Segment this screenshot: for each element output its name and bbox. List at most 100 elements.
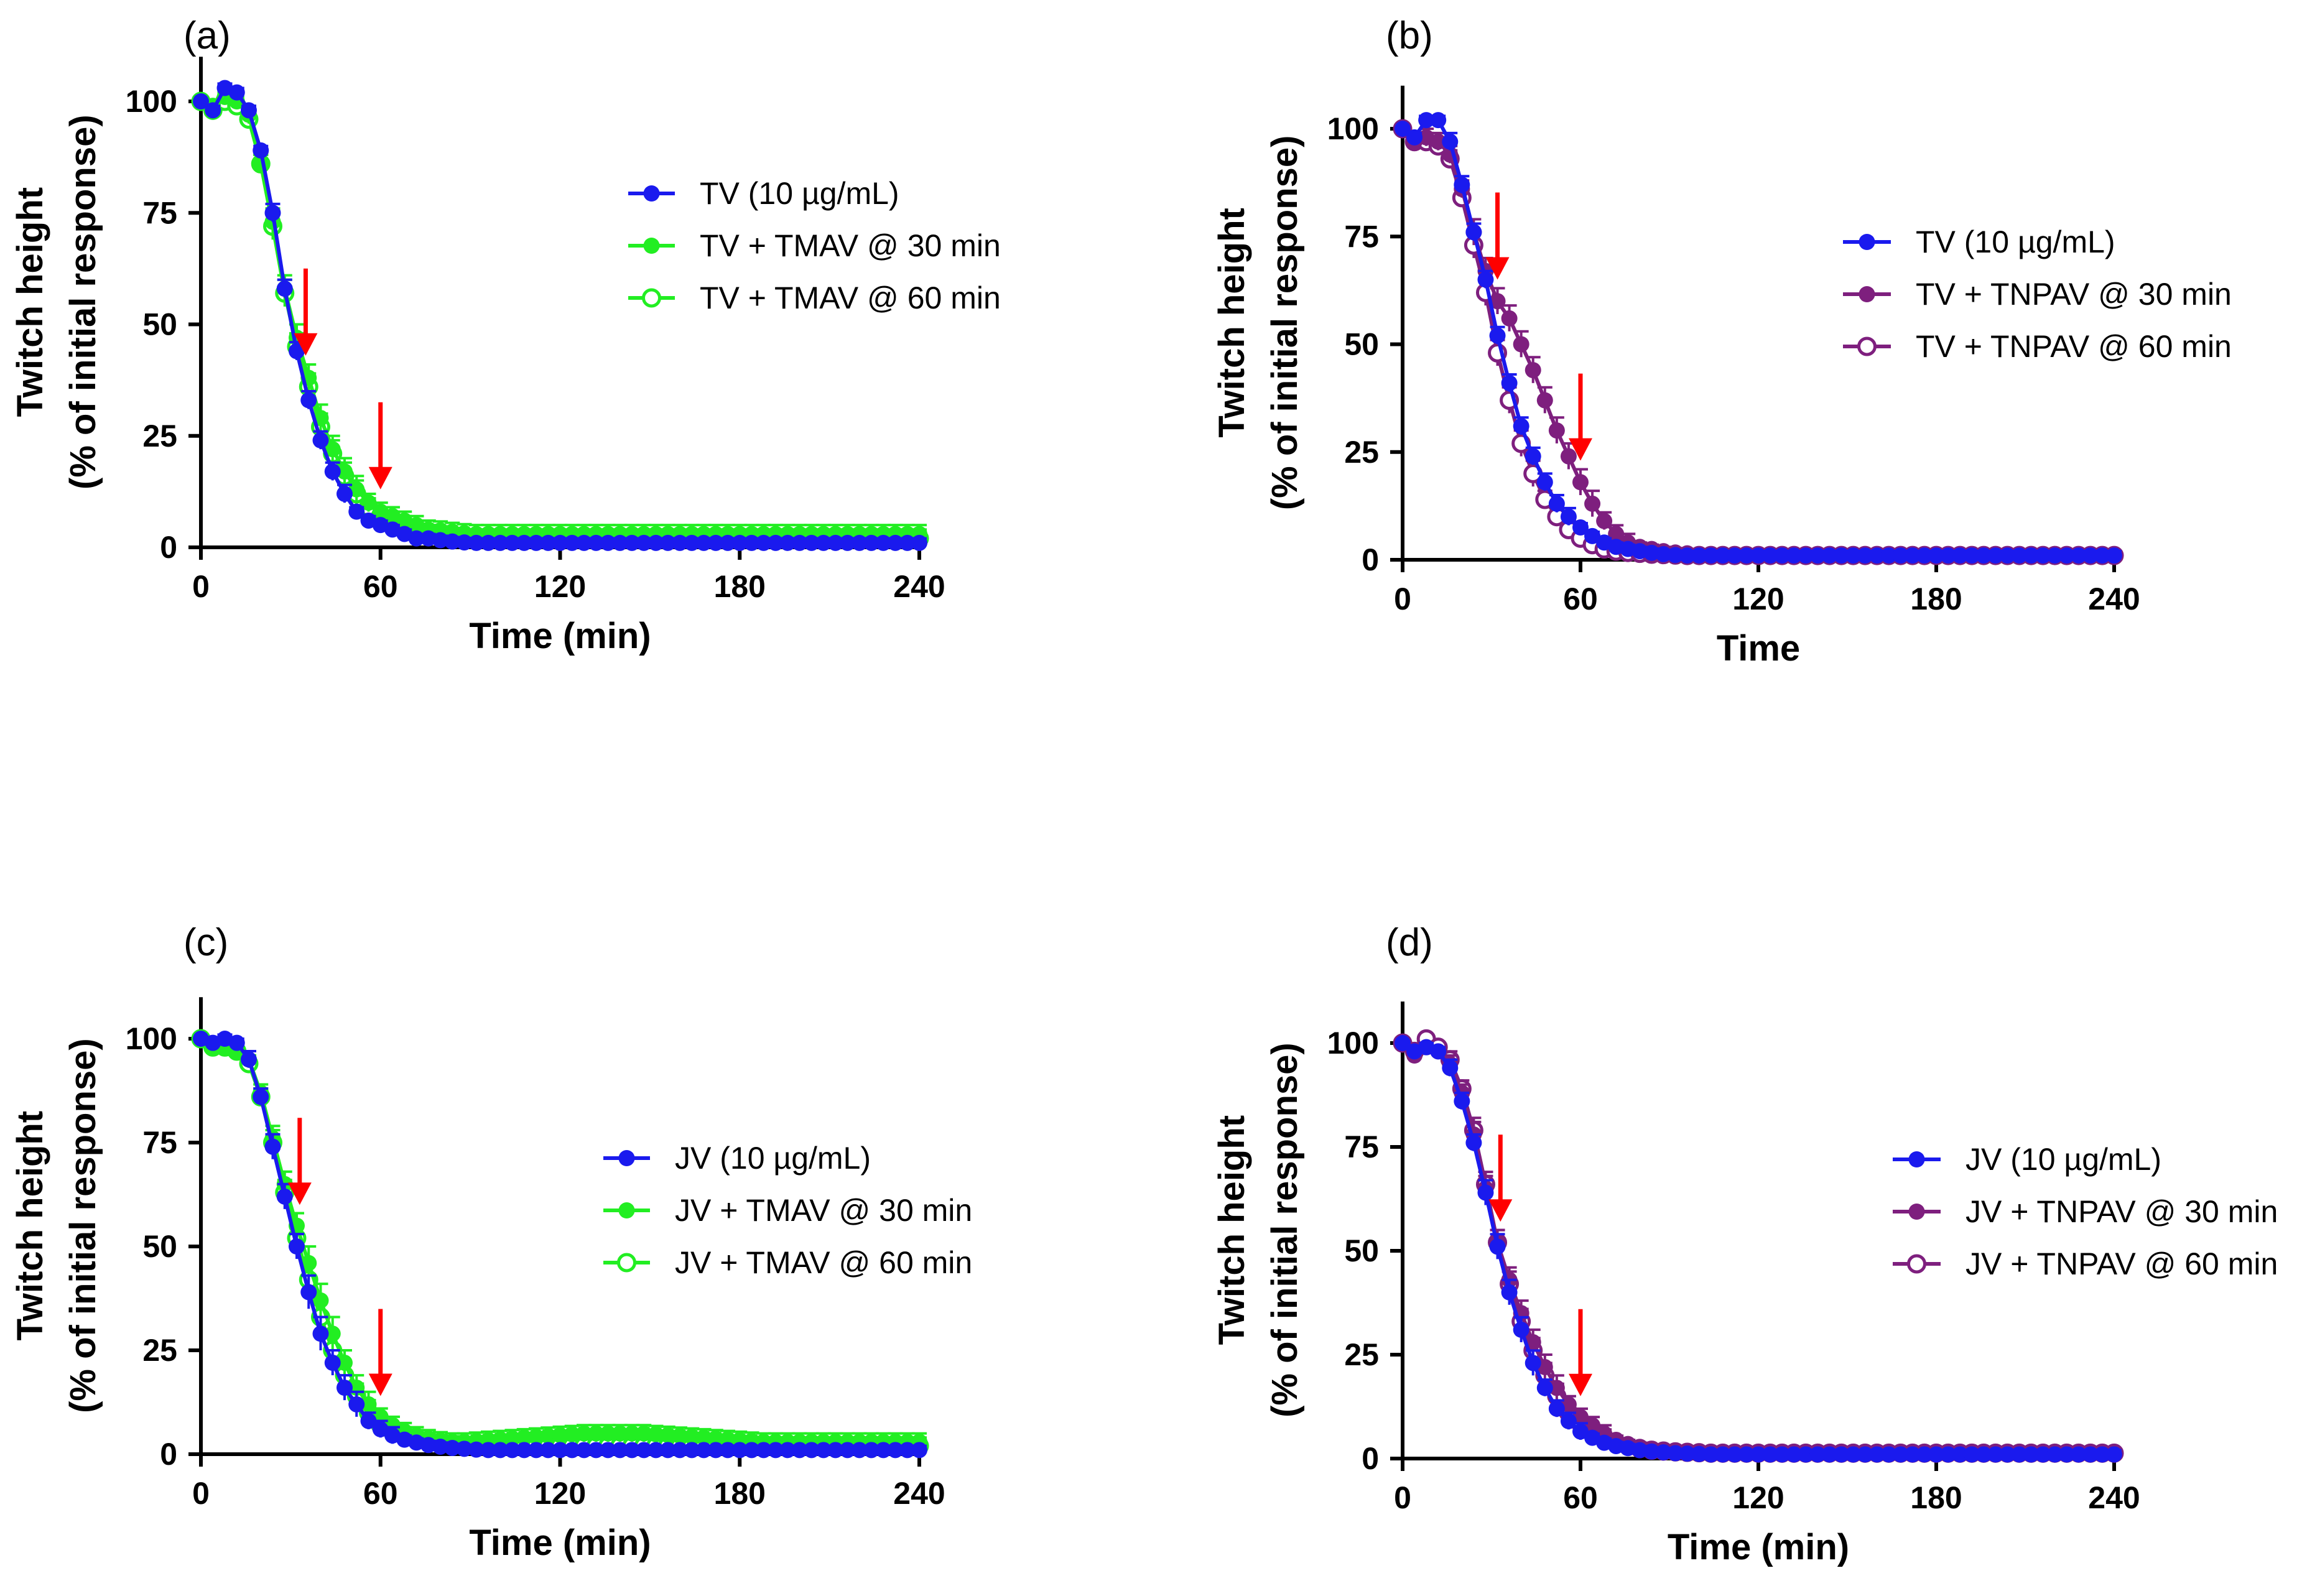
data-point	[2011, 547, 2028, 564]
y-axis-title-line-1: Twitch height	[1212, 208, 1252, 437]
data-point	[803, 534, 820, 551]
data-point	[1845, 1446, 1862, 1463]
legend-marker	[1859, 234, 1875, 250]
legend-label: JV + TNPAV @ 60 min	[1966, 1246, 2278, 1281]
legend-entry-3: JV + TNPAV @ 60 min	[1893, 1246, 2278, 1281]
data-point	[420, 1437, 437, 1454]
legend-entry-1: TV (10 µg/mL)	[1843, 225, 2115, 259]
data-point	[1430, 1043, 1447, 1060]
legend-entry-2: TV + TMAV @ 30 min	[628, 228, 1001, 263]
data-point	[839, 534, 856, 551]
data-point	[1501, 310, 1518, 327]
x-tick-label: 120	[1732, 582, 1784, 616]
legend-marker	[643, 238, 660, 254]
data-point	[348, 503, 365, 520]
data-point	[1572, 519, 1589, 536]
y-tick-label: 100	[1327, 1026, 1379, 1060]
data-point	[2046, 1446, 2063, 1463]
data-point	[1395, 121, 1411, 137]
panel-label: (a)	[183, 14, 231, 57]
data-point	[875, 1442, 892, 1459]
data-point	[408, 530, 425, 547]
data-point	[1548, 495, 1565, 512]
x-tick-label: 0	[1394, 1480, 1411, 1515]
data-point	[324, 463, 341, 480]
legend-label: TV + TMAV @ 30 min	[700, 228, 1001, 263]
data-point	[300, 1255, 317, 1271]
data-point	[611, 1442, 628, 1459]
legend-label: JV + TMAV @ 60 min	[675, 1245, 972, 1280]
y-tick-label: 0	[1362, 1441, 1379, 1476]
data-point	[1868, 1446, 1885, 1463]
legend-marker	[617, 1253, 636, 1273]
series-1	[193, 1031, 927, 1459]
data-point	[540, 534, 557, 551]
data-point	[2058, 1446, 2075, 1463]
data-point	[624, 1442, 640, 1459]
data-point	[1465, 1134, 1482, 1151]
panel-label: (c)	[183, 921, 228, 964]
data-point	[1892, 1446, 1909, 1463]
data-point	[2070, 547, 2087, 564]
data-point	[768, 1442, 784, 1459]
x-tick-label: 60	[1563, 1480, 1598, 1515]
data-point	[552, 534, 569, 551]
legend-marker	[642, 288, 661, 308]
data-point	[2035, 1446, 2051, 1463]
data-point	[360, 1396, 377, 1413]
data-point	[672, 1427, 688, 1444]
data-point	[576, 1442, 592, 1459]
data-point	[588, 1442, 605, 1459]
x-tick-label: 0	[1394, 582, 1411, 616]
data-point	[1655, 1444, 1672, 1460]
data-point	[695, 1429, 712, 1446]
x-tick-label: 240	[893, 569, 945, 604]
data-point	[755, 534, 772, 551]
data-point	[600, 1425, 616, 1442]
data-point	[528, 534, 544, 551]
data-point	[875, 534, 892, 551]
x-tick-label: 120	[1732, 1480, 1784, 1515]
data-point	[564, 534, 580, 551]
data-point	[312, 1292, 329, 1309]
y-tick-label: 100	[126, 1021, 177, 1056]
data-point	[1691, 1445, 1707, 1462]
data-point	[707, 534, 724, 551]
data-point	[2106, 1446, 2122, 1463]
x-tick-label: 180	[714, 1476, 766, 1511]
data-point	[432, 1438, 448, 1455]
data-point	[432, 532, 448, 549]
data-point	[276, 281, 293, 297]
y-axis-title-line-1: Twitch height	[10, 1111, 50, 1340]
data-point	[1572, 474, 1589, 491]
data-point	[647, 534, 664, 551]
x-tick-label: 60	[1563, 582, 1598, 616]
x-tick-label: 180	[1910, 1480, 1962, 1515]
legend-entry-3: JV + TMAV @ 60 min	[603, 1245, 972, 1280]
data-point	[1596, 513, 1613, 529]
data-point	[1940, 547, 1957, 564]
series-1	[1395, 112, 2122, 564]
data-point	[1774, 1446, 1791, 1463]
data-point	[1999, 1446, 2016, 1463]
data-point	[1465, 224, 1482, 241]
y-tick-label: 0	[160, 1437, 177, 1472]
data-point	[887, 534, 904, 551]
y-axis-title-line-2: (% of initial response)	[1265, 1042, 1305, 1417]
data-point	[1489, 327, 1506, 344]
legend-label: JV (10 µg/mL)	[1966, 1142, 2161, 1177]
data-point	[1631, 1442, 1648, 1459]
data-point	[2070, 1446, 2087, 1463]
data-point	[1631, 543, 1648, 560]
data-point	[1738, 547, 1755, 564]
y-axis-title-line-1: Twitch height	[10, 187, 50, 417]
legend-label: TV (10 µg/mL)	[1916, 225, 2115, 259]
data-point	[444, 1439, 461, 1456]
data-point	[1880, 547, 1897, 564]
legend-label: TV + TMAV @ 60 min	[700, 281, 1001, 315]
data-point	[1643, 1443, 1660, 1460]
data-point	[1868, 547, 1885, 564]
data-point	[636, 1442, 652, 1459]
red-arrow-head	[294, 333, 318, 356]
